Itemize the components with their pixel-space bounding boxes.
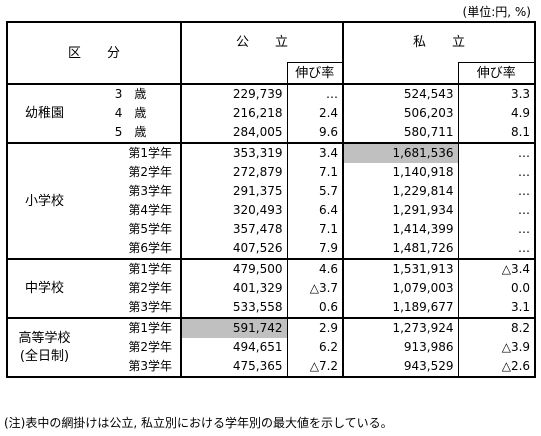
private-rate-cell: △3.4 (457, 258, 536, 279)
group-label-kindergarten: 幼稚園 (7, 83, 81, 143)
public-rate-cell: 6.2 (286, 338, 344, 357)
public-cell: 494,651 (180, 338, 288, 357)
header-public-rate: 伸び率 (286, 62, 344, 84)
private-rate-cell: … (457, 220, 536, 239)
header-public-blank (180, 62, 288, 84)
tuition-table: 区 分 公 立 私 立 伸び率 伸び率 幼稚園 3 歳 229,739 … 52… (6, 21, 537, 378)
grade-cell: 第4学年 (128, 203, 173, 217)
group-label-elementary: 小学校 (7, 142, 81, 259)
private-cell: 1,531,913 (342, 258, 459, 279)
private-rate-cell: △3.9 (457, 338, 536, 357)
grade-cell: 3 歳 (81, 83, 182, 104)
public-rate-cell: 3.4 (286, 142, 344, 163)
private-cell: 1,414,399 (342, 220, 459, 239)
private-cell: 1,481,726 (342, 239, 459, 259)
private-rate-cell: 8.1 (457, 123, 536, 143)
public-rate-cell: 9.6 (286, 123, 344, 143)
public-rate-cell: … (286, 83, 344, 104)
private-rate-cell: 3.1 (457, 298, 536, 318)
private-cell: 580,711 (342, 123, 459, 143)
public-cell: 401,329 (180, 279, 288, 298)
public-rate-cell: 4.6 (286, 258, 344, 279)
public-cell: 479,500 (180, 258, 288, 279)
public-cell: 407,526 (180, 239, 288, 259)
public-rate-cell: 7.1 (286, 220, 344, 239)
private-cell: 1,140,918 (342, 163, 459, 182)
public-rate-cell: 5.7 (286, 182, 344, 201)
private-rate-cell: 4.9 (457, 104, 536, 123)
grade-cell: 第5学年 (128, 222, 173, 236)
header-private-blank (342, 62, 459, 84)
private-rate-cell: 8.2 (457, 317, 536, 338)
private-rate-cell: 3.3 (457, 83, 536, 104)
private-cell: 524,543 (342, 83, 459, 104)
public-rate-cell: 7.1 (286, 163, 344, 182)
private-rate-cell: … (457, 239, 536, 259)
public-cell: 353,319 (180, 142, 288, 163)
private-cell: 1,291,934 (342, 201, 459, 220)
private-cell: 1,273,924 (342, 317, 459, 338)
private-cell: 1,189,677 (342, 298, 459, 318)
header-private-rate: 伸び率 (457, 62, 536, 84)
private-cell: 1,079,003 (342, 279, 459, 298)
public-cell: 291,375 (180, 182, 288, 201)
private-rate-cell: △2.6 (457, 357, 536, 377)
private-rate-cell: 0.0 (457, 279, 536, 298)
private-cell-max: 1,681,536 (342, 142, 459, 163)
grade-cell: 第6学年 (128, 241, 173, 255)
group-label-high-school-line2: (全日制) (19, 348, 70, 364)
grade-cell: 第2学年 (128, 281, 173, 295)
grade-cell: 4 歳 (114, 106, 147, 120)
private-rate-cell: … (457, 182, 536, 201)
public-cell: 533,558 (180, 298, 288, 318)
public-cell: 216,218 (180, 104, 288, 123)
private-rate-cell: … (457, 142, 536, 163)
public-rate-cell: △3.7 (286, 279, 344, 298)
grade-cell: 第3学年 (128, 359, 173, 373)
group-label-high-school: 高等学校 (全日制) (7, 317, 81, 377)
public-cell: 272,879 (180, 163, 288, 182)
private-rate-cell: … (457, 163, 536, 182)
public-cell: 475,365 (180, 357, 288, 377)
grade-cell: 第2学年 (128, 340, 173, 354)
public-rate-cell: 6.4 (286, 201, 344, 220)
header-public: 公 立 (180, 22, 344, 63)
grade-cell: 第2学年 (128, 165, 173, 179)
header-category: 区 分 (68, 45, 121, 61)
grade-cell: 第1学年 (81, 258, 182, 279)
grade-cell: 第3学年 (128, 300, 173, 314)
grade-cell: 5 歳 (114, 125, 147, 139)
footnote: (注)表中の網掛けは公立, 私立別における学年別の最大値を示している。 (4, 416, 393, 430)
public-cell-max: 591,742 (180, 317, 288, 338)
private-cell: 1,229,814 (342, 182, 459, 201)
grade-cell: 第3学年 (128, 184, 173, 198)
header-private: 私 立 (342, 22, 536, 63)
public-rate-cell: 7.9 (286, 239, 344, 259)
grade-cell: 第1学年 (81, 317, 182, 338)
private-rate-cell: … (457, 201, 536, 220)
public-rate-cell: 2.9 (286, 317, 344, 338)
group-label-junior-high: 中学校 (7, 258, 81, 318)
public-rate-cell: 0.6 (286, 298, 344, 318)
private-cell: 506,203 (342, 104, 459, 123)
public-cell: 229,739 (180, 83, 288, 104)
public-cell: 357,478 (180, 220, 288, 239)
public-cell: 284,005 (180, 123, 288, 143)
unit-note: (単位:円, %) (462, 5, 531, 19)
private-cell: 913,986 (342, 338, 459, 357)
public-cell: 320,493 (180, 201, 288, 220)
public-rate-cell: 2.4 (286, 104, 344, 123)
private-cell: 943,529 (342, 357, 459, 377)
group-label-high-school-line1: 高等学校 (18, 330, 71, 346)
public-rate-cell: △7.2 (286, 357, 344, 377)
grade-cell: 第1学年 (81, 142, 182, 163)
